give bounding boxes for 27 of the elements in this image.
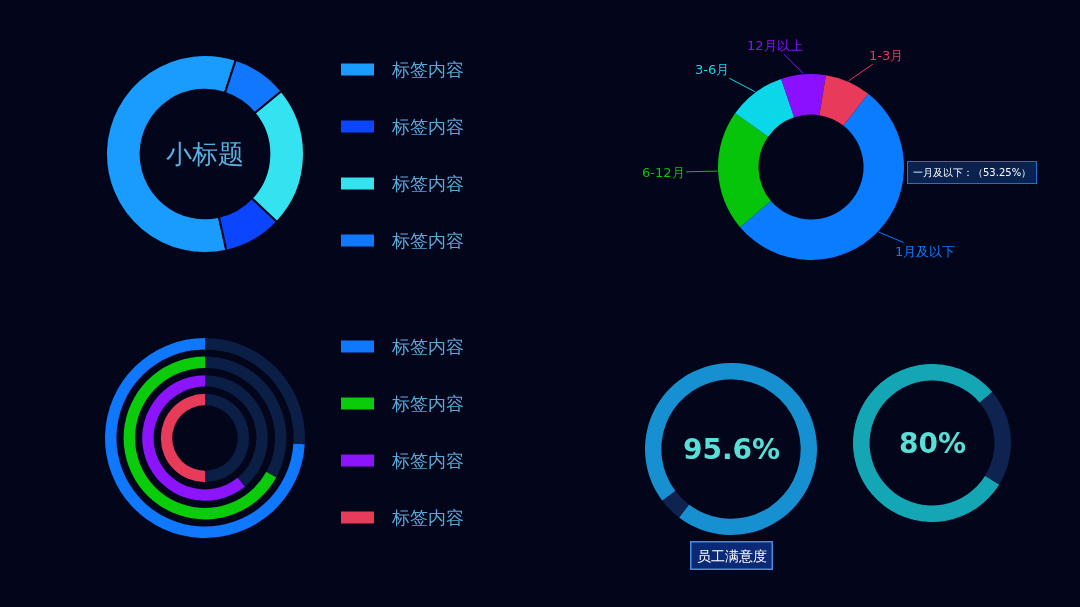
donut-slice bbox=[718, 113, 771, 228]
slice-label: 1-3月 bbox=[869, 48, 904, 63]
donut-slice bbox=[662, 490, 689, 518]
legend-label: 标签内容 bbox=[391, 59, 464, 80]
legend-label: 标签内容 bbox=[391, 336, 464, 357]
donut-slice bbox=[819, 75, 869, 126]
legend-label: 标签内容 bbox=[391, 116, 464, 137]
text: 小标题 bbox=[166, 139, 244, 169]
slice-label: 12月以上 bbox=[747, 38, 803, 53]
donut-slice bbox=[740, 93, 904, 260]
slice-label: 6-12月 bbox=[642, 165, 685, 180]
donut-slice bbox=[645, 363, 817, 535]
data-label: 80% bbox=[899, 427, 967, 460]
legend-label: 标签内容 bbox=[391, 393, 464, 414]
text: 员工满意度 bbox=[696, 547, 767, 564]
donut-slice bbox=[979, 391, 1011, 485]
data-label: 95.6% bbox=[683, 433, 781, 466]
donut-slice bbox=[781, 74, 826, 118]
donut-slice bbox=[853, 364, 1000, 522]
legend-label: 标签内容 bbox=[391, 230, 464, 251]
text: 一月及以下：（53.25%） bbox=[913, 167, 1032, 178]
slice-label: 3-6月 bbox=[695, 62, 730, 77]
legend-label: 标签内容 bbox=[391, 507, 464, 528]
donut-slice bbox=[735, 78, 795, 137]
slice-label: 1月及以下 bbox=[895, 244, 956, 259]
legend-label: 标签内容 bbox=[391, 173, 464, 194]
legend-label: 标签内容 bbox=[391, 450, 464, 471]
